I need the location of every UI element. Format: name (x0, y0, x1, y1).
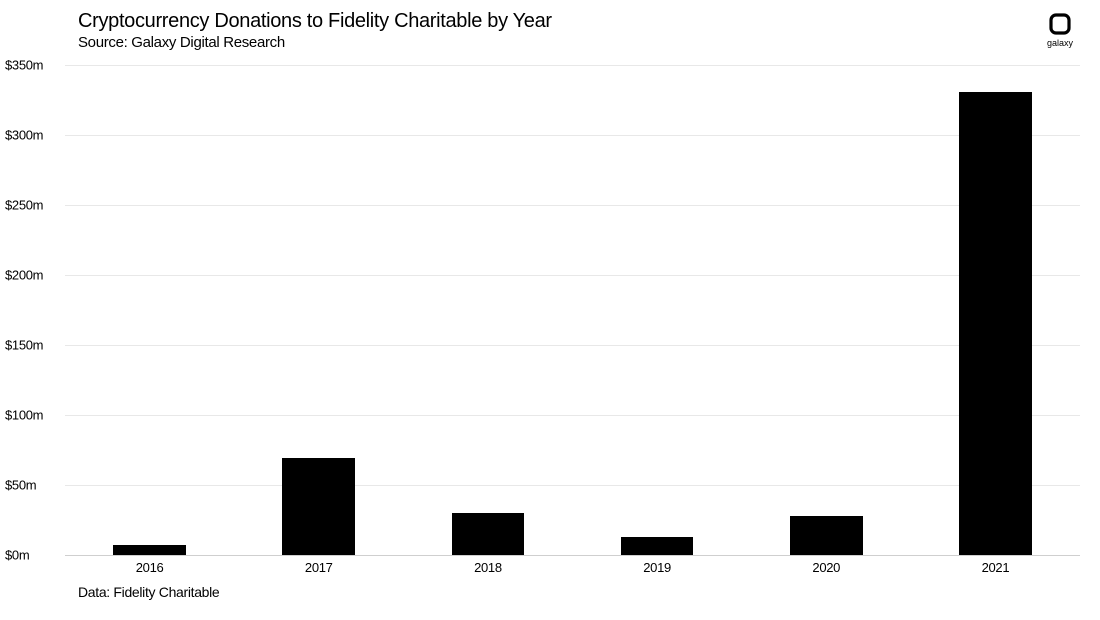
gridline (65, 415, 1080, 416)
gridline (65, 135, 1080, 136)
y-axis-tick-label: $150m (5, 338, 60, 353)
galaxy-logo: galaxy (1040, 12, 1080, 48)
axis-baseline (65, 555, 1080, 556)
chart-footer: Data: Fidelity Charitable (78, 584, 219, 600)
bar (621, 537, 694, 555)
x-axis-tick-label: 2017 (305, 560, 333, 575)
x-axis-tick-label: 2016 (136, 560, 164, 575)
gridline (65, 205, 1080, 206)
bar (959, 92, 1032, 555)
bar (452, 513, 525, 555)
chart-title: Cryptocurrency Donations to Fidelity Cha… (78, 10, 552, 33)
gridline (65, 275, 1080, 276)
gridline (65, 485, 1080, 486)
y-axis-tick-label: $50m (5, 478, 60, 493)
bar (790, 516, 863, 555)
chart-plot-area (65, 65, 1080, 555)
galaxy-logo-text: galaxy (1040, 38, 1080, 48)
y-axis-tick-label: $200m (5, 268, 60, 283)
chart-subtitle: Source: Galaxy Digital Research (78, 34, 285, 51)
y-axis-tick-label: $250m (5, 198, 60, 213)
x-axis-tick-label: 2019 (643, 560, 671, 575)
y-axis-tick-label: $350m (5, 58, 60, 73)
x-axis-tick-label: 2020 (812, 560, 840, 575)
y-axis-tick-label: $0m (5, 548, 60, 563)
gridline (65, 345, 1080, 346)
y-axis-tick-label: $100m (5, 408, 60, 423)
bar (113, 545, 186, 555)
x-axis-tick-label: 2021 (982, 560, 1010, 575)
bar (282, 458, 355, 555)
gridline (65, 65, 1080, 66)
galaxy-logo-icon (1040, 12, 1080, 36)
x-axis-tick-label: 2018 (474, 560, 502, 575)
y-axis-tick-label: $300m (5, 128, 60, 143)
